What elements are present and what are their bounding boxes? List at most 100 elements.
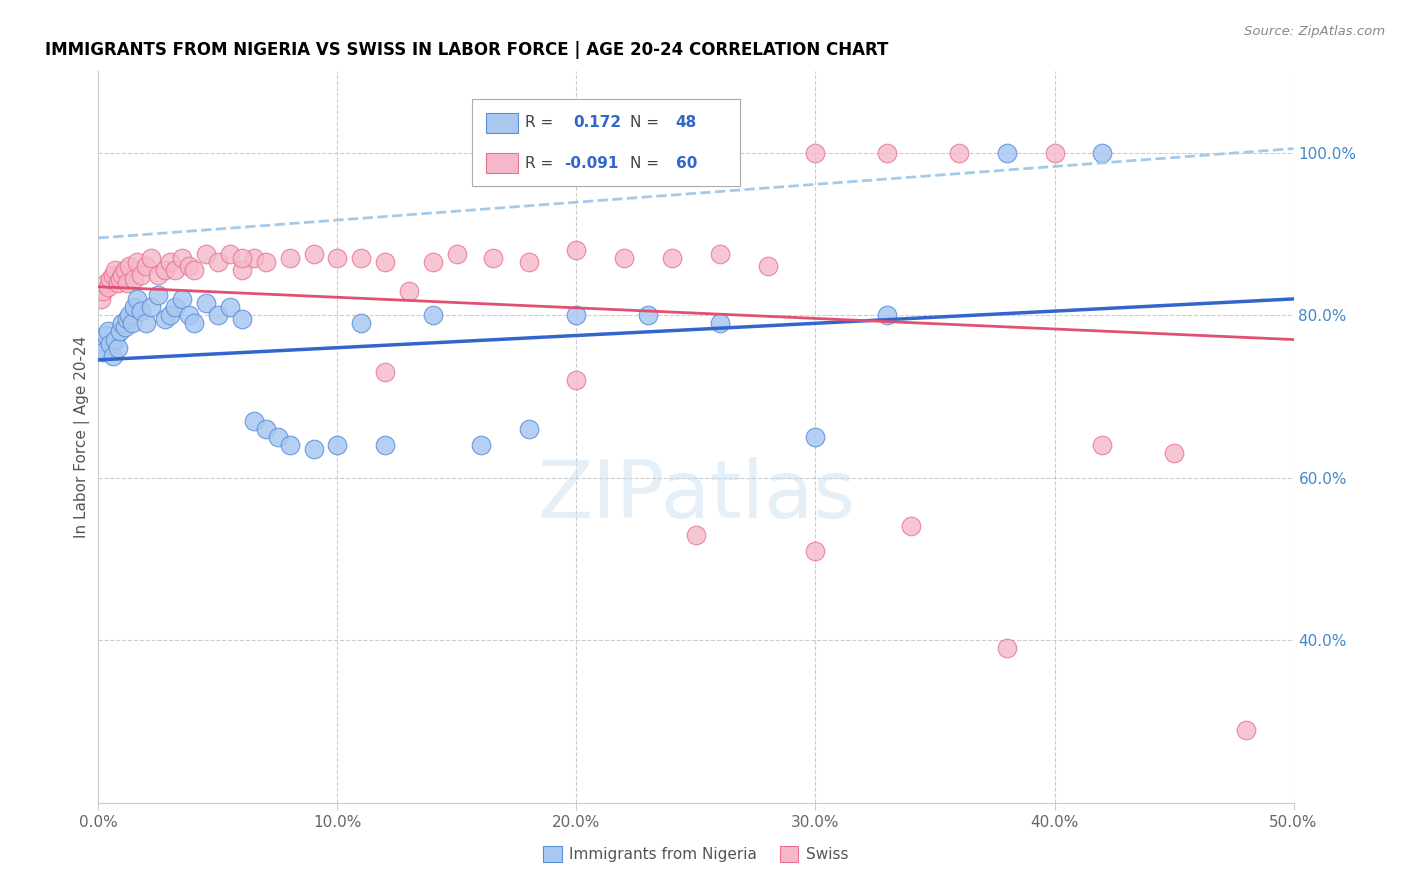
Point (131, 268, 153, 282)
Point (350, 252, 373, 266)
Point (121, 316, 143, 330)
Point (107, 341, 129, 355)
Point (374, 255, 396, 269)
Point (111, 268, 134, 282)
Point (709, 247, 731, 261)
FancyBboxPatch shape (472, 99, 740, 186)
Point (278, 438, 301, 452)
Point (148, 288, 170, 302)
Point (995, 641, 1018, 656)
Point (231, 263, 253, 277)
Point (948, 145, 970, 160)
Legend: Immigrants from Nigeria, Swiss: Immigrants from Nigeria, Swiss (537, 840, 855, 868)
Point (155, 312, 177, 326)
Point (155, 263, 177, 277)
Point (124, 271, 146, 285)
Point (565, 373, 588, 387)
Point (172, 292, 194, 306)
Point (163, 300, 186, 314)
Point (118, 308, 141, 322)
Point (219, 300, 242, 314)
Point (876, 308, 898, 322)
Point (159, 255, 181, 269)
Point (326, 252, 349, 266)
Point (1091, 145, 1114, 160)
Point (179, 308, 201, 322)
Point (470, 438, 492, 452)
Point (565, 308, 588, 322)
Text: 48: 48 (676, 115, 697, 130)
Point (422, 255, 444, 269)
Point (97, 325, 120, 339)
FancyBboxPatch shape (485, 113, 517, 133)
Point (115, 312, 138, 326)
Point (159, 308, 181, 322)
Point (94, 276, 117, 290)
Point (302, 442, 325, 457)
Point (111, 316, 134, 330)
Point (709, 316, 731, 330)
Point (1163, 446, 1185, 460)
Point (398, 284, 420, 298)
Point (243, 252, 266, 266)
Text: 60: 60 (676, 156, 697, 170)
Point (90, 341, 112, 355)
Point (422, 308, 444, 322)
Point (125, 292, 148, 306)
Point (107, 276, 129, 290)
Point (661, 252, 683, 266)
Point (207, 255, 229, 269)
Point (108, 325, 131, 339)
Point (91, 344, 114, 359)
Text: R =: R = (524, 115, 554, 130)
Point (1091, 438, 1114, 452)
Point (114, 263, 136, 277)
Point (350, 316, 373, 330)
Point (124, 300, 146, 314)
Text: N =: N = (630, 156, 659, 170)
FancyBboxPatch shape (485, 153, 517, 173)
Point (231, 312, 253, 326)
Text: 0.172: 0.172 (572, 115, 621, 130)
Text: N =: N = (630, 115, 659, 130)
Point (183, 263, 205, 277)
Point (163, 263, 186, 277)
Point (94, 328, 117, 343)
Y-axis label: In Labor Force | Age 20-24: In Labor Force | Age 20-24 (75, 336, 90, 538)
Point (900, 519, 922, 533)
Point (172, 252, 194, 266)
Point (254, 255, 277, 269)
Point (302, 247, 325, 261)
Text: R =: R = (524, 156, 554, 170)
Point (326, 438, 349, 452)
Point (804, 430, 827, 444)
Point (685, 527, 707, 541)
Point (148, 268, 170, 282)
Point (108, 271, 131, 285)
Point (243, 414, 266, 428)
Point (446, 247, 468, 261)
Point (135, 260, 157, 274)
Text: ZIPatlas: ZIPatlas (537, 457, 855, 534)
Point (517, 255, 540, 269)
Text: IMMIGRANTS FROM NIGERIA VS SWISS IN LABOR FORCE | AGE 20-24 CORRELATION CHART: IMMIGRANTS FROM NIGERIA VS SWISS IN LABO… (45, 41, 889, 59)
Point (565, 243, 588, 257)
Point (278, 252, 301, 266)
Point (104, 333, 127, 347)
Point (374, 438, 396, 452)
Point (195, 296, 218, 310)
Point (104, 263, 127, 277)
Point (115, 276, 138, 290)
Point (637, 308, 659, 322)
Text: -0.091: -0.091 (565, 156, 619, 170)
Point (98, 271, 122, 285)
Point (91, 284, 114, 298)
Point (125, 255, 148, 269)
Point (101, 349, 124, 363)
Point (876, 145, 898, 160)
Point (517, 422, 540, 436)
Point (118, 260, 141, 274)
Point (374, 365, 396, 379)
Point (481, 252, 505, 266)
Point (90, 292, 112, 306)
